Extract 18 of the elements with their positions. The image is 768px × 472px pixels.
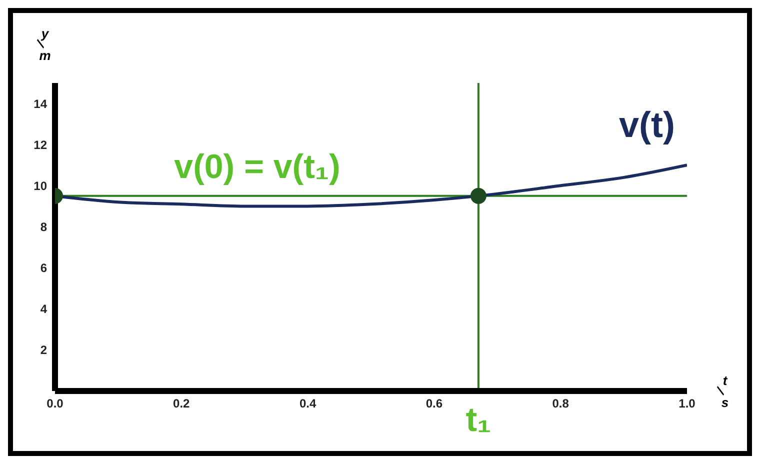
y-tick-label: 10 <box>34 178 48 193</box>
y-tick-label: 12 <box>34 138 48 152</box>
x-tick-label: 0.0 <box>46 396 64 411</box>
y-tick-label: 14 <box>34 96 48 111</box>
x-tick-label: 1.0 <box>678 396 696 411</box>
y-axis-title: y/m <box>32 26 52 63</box>
x-tick-label: 0.8 <box>552 396 570 411</box>
ref-line-label: v(0) = v(t₁) <box>174 148 340 186</box>
x-tick-label: 0.4 <box>299 396 316 411</box>
ref-line-label: t₁ <box>466 401 492 439</box>
y-tick-label: 2 <box>40 343 48 358</box>
series-label: v(t) <box>619 104 675 146</box>
x-tick-label: 0.2 <box>173 396 190 411</box>
x-axis-title: t/s <box>712 373 729 410</box>
y-tick-label: 8 <box>40 220 48 234</box>
y-tick-label: 4 <box>40 302 48 316</box>
y-tick-label: 6 <box>40 261 48 276</box>
x-tick-label: 0.6 <box>426 396 443 411</box>
